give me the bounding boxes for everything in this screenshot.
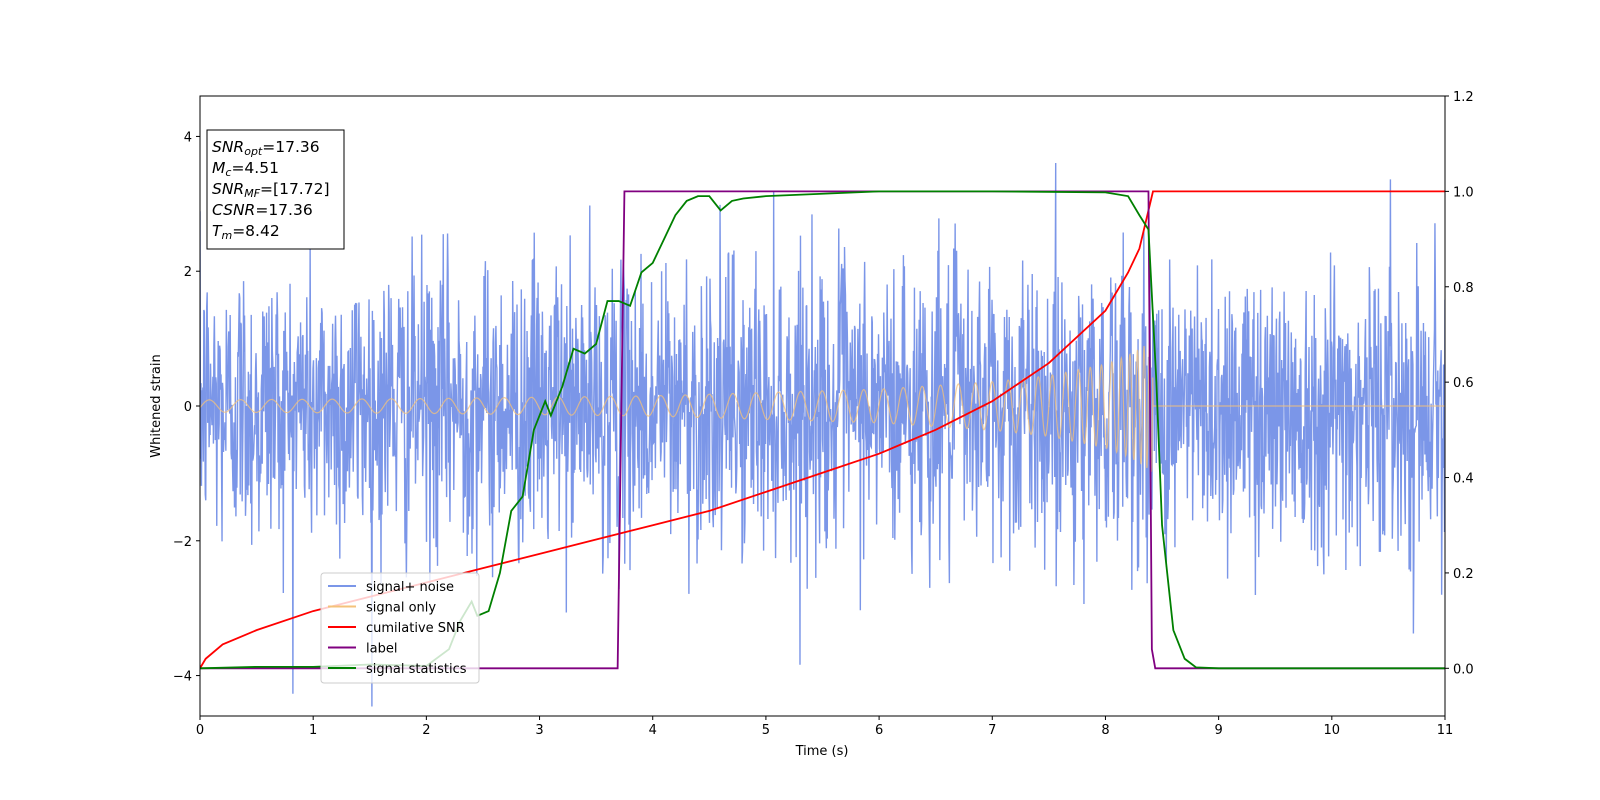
legend[interactable]: signal+ noise signal only cumilative SNR la… <box>320 572 480 684</box>
x-tick-label: 7 <box>988 723 996 738</box>
x-tick-label: 6 <box>875 723 883 738</box>
y-right-tick-label: 0.0 <box>1453 662 1474 677</box>
y-left-tick-label: −2 <box>173 535 192 550</box>
x-tick-label: 5 <box>762 723 770 738</box>
y-left-tick-label: 2 <box>184 265 192 280</box>
series-signal-noise <box>200 162 1445 707</box>
y-axis-label-left: Whitened strain <box>149 354 164 457</box>
x-tick-label: 2 <box>422 723 430 738</box>
y-left-tick-label: −4 <box>173 670 192 685</box>
series-signal-only <box>200 342 1445 472</box>
x-tick-label: 0 <box>196 723 204 738</box>
y-left-tick-label: 4 <box>184 130 192 145</box>
x-axis-label: Time (s) <box>795 744 849 759</box>
legend-label: signal+ noise <box>366 580 454 595</box>
stats-line: Mc=4.51 <box>212 159 279 179</box>
series-label <box>200 190 1445 670</box>
legend-label: label <box>366 642 397 657</box>
y-right-tick-label: 1.2 <box>1453 90 1474 105</box>
stats-line: Tm=8.42 <box>212 222 280 242</box>
y-left-tick-label: 0 <box>184 400 192 415</box>
legend-label: cumilative SNR <box>366 621 465 636</box>
x-tick-label: 1 <box>309 723 317 738</box>
stats-box: SNRopt=17.36Mc=4.51SNRMF=[17.72]CSNR=17.… <box>206 129 345 250</box>
x-tick-label: 10 <box>1324 723 1341 738</box>
y-right-tick-label: 0.2 <box>1453 567 1474 582</box>
y-right-tick-label: 0.6 <box>1453 376 1474 391</box>
y-right-tick-label: 0.8 <box>1453 281 1474 296</box>
x-tick-label: 3 <box>535 723 543 738</box>
legend-label: signal statistics <box>366 662 467 677</box>
x-tick-label: 11 <box>1437 723 1454 738</box>
y-right-tick-label: 0.4 <box>1453 472 1474 487</box>
x-tick-label: 4 <box>649 723 657 738</box>
y-right-tick-label: 1.0 <box>1453 185 1474 200</box>
stats-line: CSNR=17.36 <box>212 201 313 219</box>
series-cumulative-snr <box>200 190 1445 669</box>
stats-line: SNRMF=[17.72] <box>212 180 330 200</box>
stats-line: SNRopt=17.36 <box>212 138 320 158</box>
legend-label: signal only <box>366 601 436 616</box>
x-tick-label: 8 <box>1101 723 1109 738</box>
x-tick-label: 9 <box>1214 723 1222 738</box>
